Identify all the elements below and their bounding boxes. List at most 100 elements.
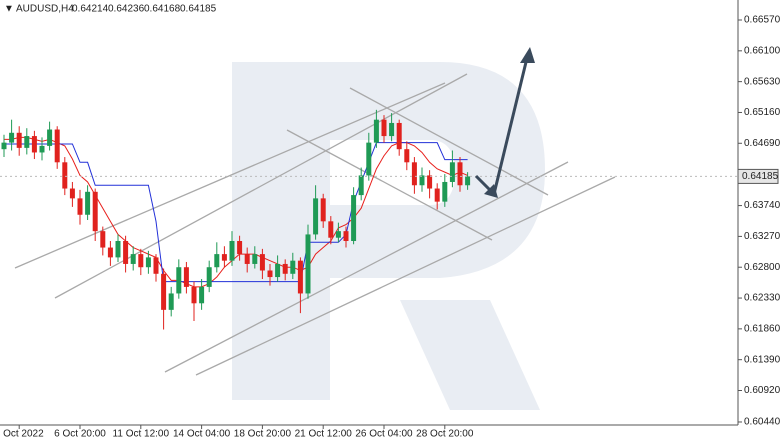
candle-body: [191, 286, 197, 304]
candle-body: [335, 231, 341, 238]
menu-arrow[interactable]: ▼: [4, 4, 14, 15]
candle-body: [69, 188, 75, 199]
candle-body: [297, 260, 303, 294]
candle-body: [313, 198, 319, 235]
candle-body: [305, 234, 311, 294]
y-tick-label: 0.66100: [744, 45, 781, 56]
y-tick-label: 0.66570: [744, 15, 781, 26]
y-tick-label: 0.62800: [744, 262, 781, 273]
candle-body: [92, 191, 98, 232]
x-tick-label: 14 Oct 04:00: [173, 429, 231, 440]
candle-body: [206, 267, 212, 287]
candle-body: [115, 240, 121, 258]
candle-body: [183, 267, 189, 287]
price-label: 0.64185: [742, 171, 779, 182]
candle-body: [100, 231, 106, 248]
candle-body: [221, 254, 227, 261]
candle-body: [396, 122, 402, 150]
candle-body: [214, 254, 220, 268]
candle-body: [358, 175, 364, 196]
ohlc-close: 0.64185: [180, 4, 217, 15]
ohlc-open: 0.64214: [72, 4, 109, 15]
candle-body: [465, 176, 471, 186]
y-tick-label: 0.60920: [744, 385, 781, 396]
candle-body: [54, 129, 60, 163]
candle-body: [237, 240, 243, 255]
y-tick-label: 0.61390: [744, 354, 781, 365]
candle-body: [31, 136, 37, 153]
candle-body: [130, 254, 136, 264]
candle-body: [381, 119, 387, 137]
trend-line: [195, 176, 616, 376]
candle-body: [85, 191, 91, 215]
candle-body: [176, 267, 182, 294]
trend-line: [14, 82, 446, 269]
candle-body: [373, 119, 379, 143]
y-tick-label: 0.63270: [744, 231, 781, 242]
candle-body: [107, 247, 113, 258]
candle-body: [434, 188, 440, 202]
x-tick-label: 28 Oct 20:00: [416, 429, 474, 440]
y-tick-label: 0.65630: [744, 76, 781, 87]
y-tick-label: 0.65160: [744, 107, 781, 118]
candle-body: [153, 257, 159, 274]
trend-line: [164, 161, 569, 373]
candle-body: [389, 122, 395, 137]
ohlc-low: 0.64168: [144, 4, 181, 15]
candle-body: [366, 142, 372, 176]
x-tick-label: 6 Oct 20:00: [54, 429, 106, 440]
candle-body: [77, 198, 83, 215]
x-tick-label: 18 Oct 20:00: [234, 429, 292, 440]
price-label-box: [737, 168, 779, 184]
forecast-arrow: [474, 47, 535, 198]
candle-body: [199, 286, 205, 304]
indicator-line: [4, 142, 468, 283]
candle-body: [442, 181, 448, 202]
candle-body: [419, 175, 425, 186]
y-tick-label: 0.63740: [744, 200, 781, 211]
watermark: [232, 62, 545, 410]
candle-body: [161, 273, 167, 310]
y-tick-label: 0.64690: [744, 138, 781, 149]
candle-body: [259, 254, 265, 271]
candle-body: [275, 263, 281, 278]
x-tick-label: 26 Oct 04:00: [355, 429, 413, 440]
candle-body: [47, 129, 53, 146]
x-tick-label: 4 Oct 2022: [0, 429, 44, 440]
symbol: AUDUSD,H4: [16, 4, 74, 15]
x-tick-label: 11 Oct 12:00: [113, 429, 170, 440]
candle-body: [267, 270, 273, 278]
candle-body: [282, 263, 288, 274]
candle-body: [123, 240, 129, 264]
candle-body: [24, 136, 30, 148]
candle-body: [449, 162, 455, 182]
y-tick-label: 0.62330: [744, 293, 781, 304]
candle-body: [351, 195, 357, 241]
candle-body: [457, 162, 463, 186]
candle-body: [62, 162, 68, 189]
candle-body: [404, 149, 410, 163]
candle-body: [145, 257, 151, 268]
candle-body: [138, 254, 144, 268]
ohlc-high: 0.64236: [108, 4, 145, 15]
candle-body: [320, 198, 326, 222]
y-tick-label: 0.60440: [744, 417, 781, 428]
candle-body: [290, 260, 296, 274]
candle-body: [252, 254, 258, 264]
trend-line: [349, 87, 549, 196]
candle-body: [16, 132, 22, 148]
candle-body: [244, 254, 250, 264]
candle-body: [411, 162, 417, 186]
y-tick-label: 0.61860: [744, 324, 781, 335]
candle-body: [328, 221, 334, 238]
candle-body: [39, 145, 45, 153]
trend-line: [286, 129, 493, 241]
candle-body: [427, 175, 433, 189]
x-tick-label: 21 Oct 12:00: [295, 429, 353, 440]
candle-body: [343, 231, 349, 241]
candle-body: [1, 142, 7, 150]
candle-body: [229, 240, 235, 261]
candle-body: [168, 293, 174, 310]
candle-body: [9, 132, 15, 143]
